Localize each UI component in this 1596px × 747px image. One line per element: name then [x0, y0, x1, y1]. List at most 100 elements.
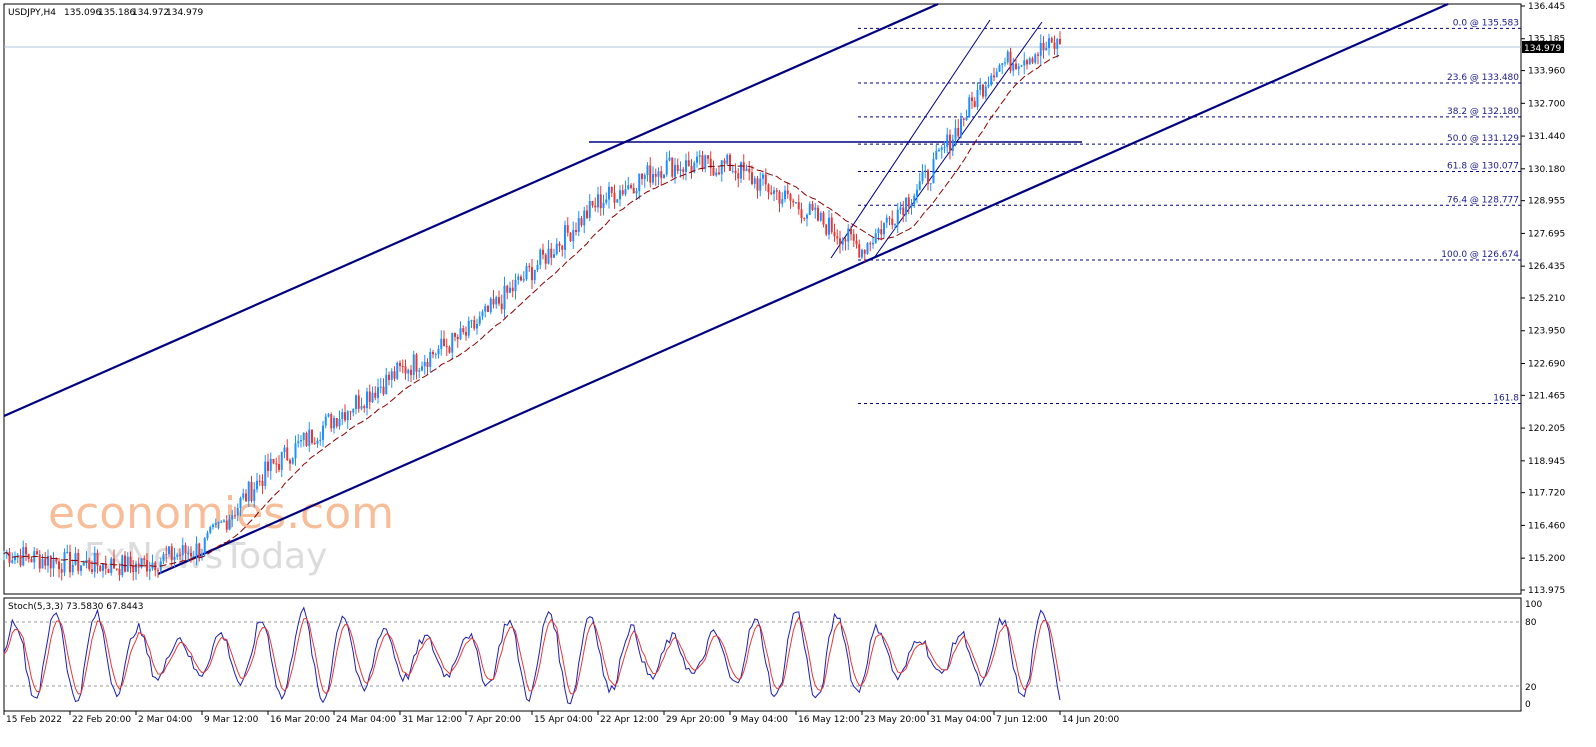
- price-axis: 136.445 135.185 133.960 132.700 131.440 130.1…: [1521, 2, 1565, 596]
- candle-body: [850, 228, 852, 235]
- candle-body: [454, 332, 456, 337]
- candle-body: [511, 287, 514, 292]
- candle-body: [440, 338, 443, 349]
- candle-body: [91, 569, 93, 572]
- candle-body: [872, 242, 874, 245]
- candle-body: [291, 458, 294, 464]
- candle-body: [14, 556, 16, 561]
- candle-body: [324, 416, 327, 426]
- candle-body: [467, 321, 470, 336]
- candle-body: [74, 552, 77, 565]
- rally-channel-lower[interactable]: [873, 21, 1043, 259]
- candle-body: [3, 553, 5, 555]
- candle-body: [858, 244, 861, 258]
- price-tick-label: 115.200: [1528, 554, 1565, 564]
- candle-body: [558, 243, 561, 246]
- candle-body: [690, 165, 693, 173]
- price-tick-label: 123.950: [1528, 327, 1565, 337]
- candle-body: [517, 276, 520, 281]
- candle-body: [179, 554, 181, 556]
- candle-body: [550, 248, 553, 258]
- candle-body: [104, 563, 107, 569]
- candle-body: [819, 212, 822, 221]
- candle-body: [311, 429, 313, 443]
- time-tick-label: 22 Apr 12:00: [600, 715, 659, 725]
- candle-body: [374, 392, 377, 398]
- candle-body: [41, 559, 44, 569]
- candle-body: [341, 412, 344, 420]
- current-price-label: 134.979: [1524, 44, 1561, 54]
- candle-body: [555, 243, 558, 255]
- candle-body: [49, 555, 52, 569]
- candle-body: [140, 558, 143, 568]
- candle-body: [759, 178, 762, 191]
- candle-body: [214, 523, 217, 525]
- candle-body: [619, 190, 621, 200]
- candle-body: [646, 165, 649, 176]
- rally-channel-upper[interactable]: [830, 19, 991, 259]
- candle-body: [286, 447, 289, 461]
- candle-body: [916, 189, 918, 196]
- candle-body: [294, 443, 297, 459]
- time-tick-label: 9 Mar 12:00: [204, 715, 259, 725]
- candle-body: [465, 332, 467, 336]
- price-tick-label: 135.185: [1528, 35, 1565, 45]
- candle-body: [462, 328, 465, 333]
- stoch-tick-20: 20: [1525, 683, 1537, 693]
- candle-body: [1001, 63, 1004, 66]
- candle-body: [443, 338, 445, 347]
- candle-body: [137, 563, 140, 568]
- candle-body: [709, 158, 712, 168]
- price-tick-label: 125.210: [1528, 294, 1565, 304]
- candle-body: [308, 429, 311, 446]
- candle-body: [300, 440, 302, 442]
- channel-upper-line[interactable]: [3, 2, 939, 418]
- candle-body: [968, 97, 971, 118]
- candle-body: [929, 183, 932, 185]
- candle-body: [379, 386, 382, 388]
- candle-body: [1009, 51, 1012, 71]
- candle-body: [938, 149, 940, 151]
- candle-body: [148, 568, 151, 572]
- price-tick-label: 120.205: [1528, 424, 1565, 434]
- candle-body: [847, 228, 850, 242]
- price-tick-label: 128.955: [1528, 197, 1565, 207]
- candle-body: [723, 160, 726, 164]
- candle-body: [366, 391, 368, 409]
- candle-body: [225, 520, 228, 530]
- candle-body: [943, 147, 946, 149]
- candle-body: [410, 369, 412, 375]
- candle-body: [960, 118, 962, 137]
- candle-body: [608, 186, 610, 200]
- candle-body: [253, 489, 256, 501]
- candle-body: [726, 154, 729, 164]
- candle-body: [817, 207, 819, 221]
- header-symbol: USDJPY,H4: [8, 8, 56, 18]
- candle-body: [910, 203, 913, 207]
- candle-body: [773, 190, 775, 194]
- candle-body: [489, 298, 492, 312]
- candle-body: [220, 521, 223, 523]
- candle-body: [247, 481, 250, 502]
- candle-body: [580, 218, 583, 226]
- candle-body: [297, 441, 300, 444]
- fib-level-label: 100.0 @ 126.674: [1441, 250, 1519, 260]
- candle-body: [737, 173, 740, 179]
- candle-body: [327, 414, 330, 417]
- candle-body: [665, 160, 668, 175]
- candle-body: [209, 527, 212, 533]
- time-tick-label: 23 May 20:00: [864, 715, 926, 725]
- candle-body: [503, 285, 506, 310]
- candle-body: [27, 554, 30, 559]
- candle-body: [1004, 62, 1006, 64]
- candle-body: [514, 280, 517, 292]
- candle-body: [107, 568, 110, 573]
- candle-body: [935, 150, 938, 160]
- candle-body: [704, 155, 707, 169]
- candle-body: [715, 172, 718, 176]
- candle-body: [261, 480, 264, 486]
- candle-body: [965, 117, 968, 121]
- channel-lower-line[interactable]: [157, 2, 1449, 576]
- candle-body: [547, 248, 550, 264]
